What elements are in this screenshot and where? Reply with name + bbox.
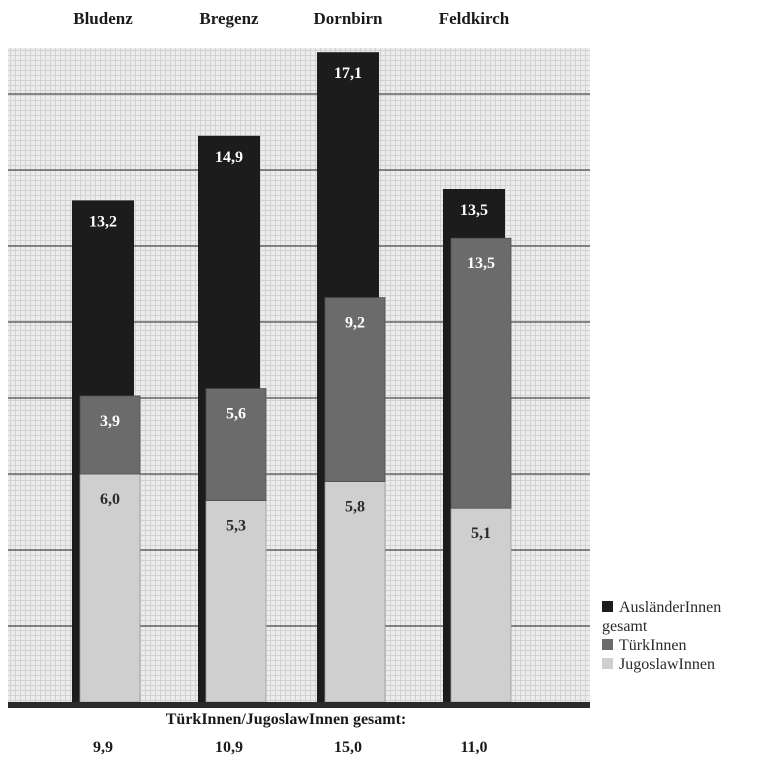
legend-label-jugoslaw: JugoslawInnen bbox=[619, 656, 715, 673]
bar-tuerk-dornbirn bbox=[324, 297, 386, 483]
legend-swatch-auslaender bbox=[602, 601, 613, 612]
label-jugoslaw-dornbirn: 5,8 bbox=[345, 499, 365, 516]
label-tuerk-bregenz: 5,6 bbox=[226, 406, 246, 423]
label-tuerk-bludenz: 3,9 bbox=[100, 413, 120, 430]
bar-tuerk-feldkirch bbox=[450, 237, 512, 509]
legend-swatch-tuerk bbox=[602, 639, 613, 650]
bar-tuerk-bregenz bbox=[205, 388, 267, 502]
legend-label-auslaender: AusländerInnen gesamt bbox=[602, 599, 722, 635]
footer-value-bregenz: 10,9 bbox=[215, 739, 243, 756]
value-labels: 13,2 3,9 6,0 14,9 5,6 5,3 17,1 9,2 5,8 13,5 13,5 5,… bbox=[89, 65, 495, 542]
category-label-dornbirn: Dornbirn bbox=[314, 9, 384, 28]
bar-tuerk-bludenz bbox=[79, 395, 141, 475]
label-auslaender-feldkirch: 13,5 bbox=[460, 202, 488, 219]
legend-swatch-jugoslaw bbox=[602, 658, 613, 669]
legend-item-auslaender: AusländerInnen gesamt bbox=[602, 598, 762, 636]
category-label-bludenz: Bludenz bbox=[73, 9, 133, 28]
legend: AusländerInnen gesamt TürkInnen Jugoslaw… bbox=[602, 598, 762, 674]
footer-value-feldkirch: 11,0 bbox=[460, 739, 487, 756]
bar-jugoslaw-feldkirch bbox=[450, 507, 512, 703]
label-tuerk-feldkirch: 13,5 bbox=[467, 255, 495, 272]
label-auslaender-bludenz: 13,2 bbox=[89, 213, 117, 230]
legend-item-jugoslaw: JugoslawInnen bbox=[602, 655, 762, 674]
bar-jugoslaw-bludenz bbox=[79, 473, 141, 703]
category-labels: Bludenz Bregenz Dornbirn Feldkirch bbox=[73, 9, 510, 28]
category-label-bregenz: Bregenz bbox=[199, 9, 259, 28]
bar-jugoslaw-bregenz bbox=[205, 500, 267, 703]
label-jugoslaw-bregenz: 5,3 bbox=[226, 518, 246, 535]
legend-label-tuerk: TürkInnen bbox=[619, 637, 687, 654]
label-auslaender-bregenz: 14,9 bbox=[215, 149, 243, 166]
footer-value-dornbirn: 15,0 bbox=[334, 739, 362, 756]
footer-title: TürkInnen/JugoslawInnen gesamt: bbox=[166, 711, 407, 728]
bar-jugoslaw-dornbirn bbox=[324, 481, 386, 703]
legend-item-tuerk: TürkInnen bbox=[602, 636, 762, 655]
label-tuerk-dornbirn: 9,2 bbox=[345, 315, 365, 332]
label-jugoslaw-feldkirch: 5,1 bbox=[471, 525, 491, 542]
label-jugoslaw-bludenz: 6,0 bbox=[100, 491, 120, 508]
baseline bbox=[8, 702, 590, 708]
category-label-feldkirch: Feldkirch bbox=[439, 9, 510, 28]
footer-values: 9,9 10,9 15,0 11,0 bbox=[93, 739, 488, 756]
bars bbox=[72, 52, 512, 703]
label-auslaender-dornbirn: 17,1 bbox=[334, 65, 362, 82]
footer-value-bludenz: 9,9 bbox=[93, 739, 113, 756]
